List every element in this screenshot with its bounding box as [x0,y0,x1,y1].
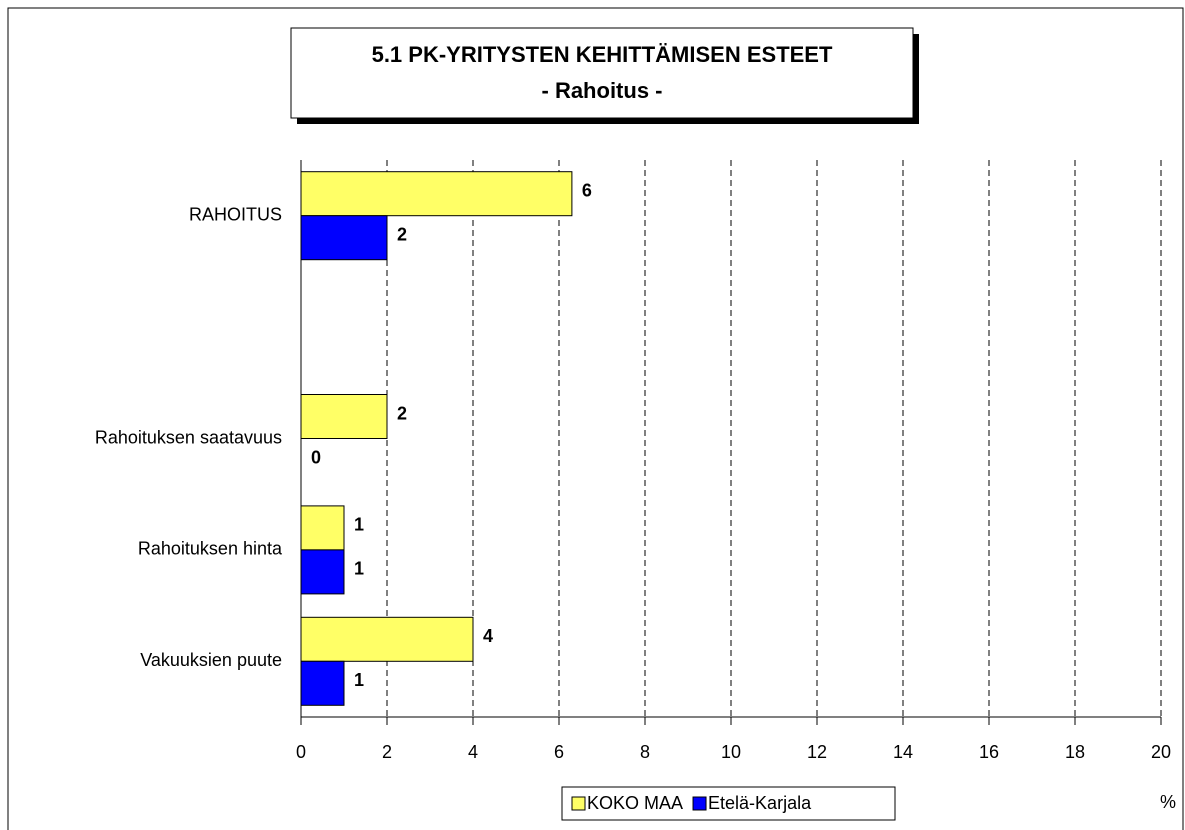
legend-label: KOKO MAA [587,793,683,813]
legend-swatch [571,796,586,811]
chart-subtitle: - Rahoitus - [542,78,663,103]
y-tick-label: Rahoituksen saatavuus [95,427,282,447]
legend-box [561,786,896,821]
chart-title: 5.1 PK-YRITYSTEN KEHITTÄMISEN ESTEET [372,42,833,67]
title-box [290,27,914,119]
data-label: 2 [397,403,407,423]
bar [300,660,345,706]
y-tick-label: RAHOITUS [189,204,282,224]
x-tick-label: 16 [979,742,999,762]
x-tick-label: 10 [721,742,741,762]
data-label: 1 [354,559,364,579]
bar [300,616,474,662]
x-axis-label: % [1160,792,1176,812]
data-label: 2 [397,224,407,244]
bar [300,505,345,551]
bar [300,549,345,595]
x-tick-label: 2 [382,742,392,762]
y-tick-label: Vakuuksien puute [140,650,282,670]
data-label: 6 [582,180,592,200]
legend-swatch [692,796,707,811]
data-label: 0 [311,447,321,467]
data-label: 4 [483,626,493,646]
x-tick-label: 20 [1151,742,1171,762]
data-label: 1 [354,670,364,690]
bar [300,171,573,217]
bar [300,394,388,439]
y-tick-label: Rahoituksen hinta [138,539,283,559]
bar [300,215,388,261]
x-tick-label: 14 [893,742,913,762]
x-tick-label: 0 [296,742,306,762]
chart-frame [7,7,1184,830]
x-tick-label: 18 [1065,742,1085,762]
x-tick-label: 8 [640,742,650,762]
data-label: 1 [354,515,364,535]
legend-label: Etelä-Karjala [708,793,812,813]
x-tick-label: 6 [554,742,564,762]
x-tick-label: 4 [468,742,478,762]
x-tick-label: 12 [807,742,827,762]
